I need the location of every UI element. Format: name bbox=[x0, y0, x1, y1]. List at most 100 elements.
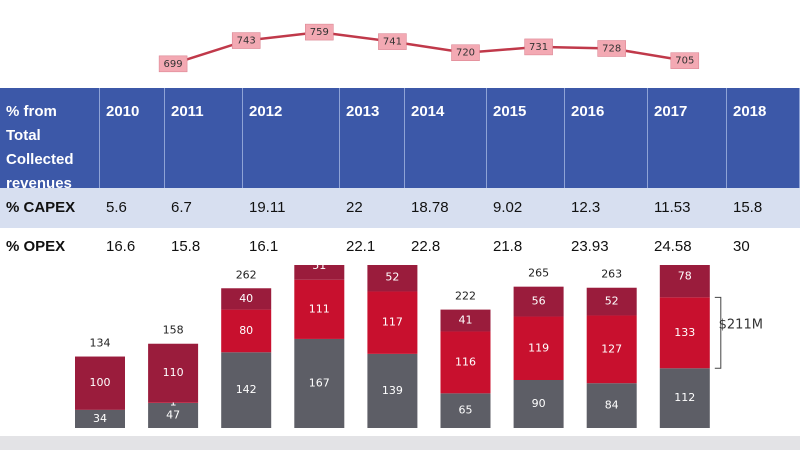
bar-segment bbox=[440, 393, 491, 428]
bar-segment bbox=[659, 297, 710, 369]
bar-label: 133 bbox=[674, 326, 695, 339]
total-label: 158 bbox=[163, 324, 184, 337]
table-cell: 30 bbox=[733, 238, 750, 255]
total-label: 134 bbox=[90, 337, 111, 350]
bar-label: 167 bbox=[309, 376, 330, 389]
table-cell: 21.8 bbox=[493, 238, 523, 255]
point-label-box bbox=[158, 55, 188, 73]
bar-label: 34 bbox=[93, 412, 107, 425]
header-cell: 2014 bbox=[405, 88, 487, 188]
point-label: 720 bbox=[456, 48, 475, 59]
header-cell: 2017 bbox=[648, 88, 727, 188]
bar-label: 65 bbox=[459, 404, 473, 417]
table-cell: 5.6 bbox=[106, 199, 127, 216]
bar-label: 52 bbox=[605, 295, 619, 308]
point-label-box bbox=[524, 38, 553, 56]
row-background bbox=[0, 88, 800, 188]
point-label: 699 bbox=[164, 59, 183, 70]
table-cell: 15.8 bbox=[733, 199, 763, 216]
bar-segment bbox=[294, 338, 345, 428]
point-label-box bbox=[231, 32, 261, 49]
point-label: 759 bbox=[310, 27, 329, 38]
total-label: 265 bbox=[528, 267, 549, 280]
total-label: 263 bbox=[601, 268, 622, 281]
header-cell: 2015 bbox=[487, 88, 565, 188]
bar-label: 117 bbox=[382, 316, 403, 329]
header-cell: 2011 bbox=[165, 88, 243, 188]
point-label-box bbox=[378, 33, 407, 50]
annotation: $211M bbox=[719, 317, 763, 332]
table-cell: 23.93 bbox=[571, 238, 609, 255]
bar-label: 142 bbox=[236, 383, 257, 396]
point-label-box bbox=[305, 23, 334, 41]
table-cell: 9.02 bbox=[493, 199, 523, 216]
bar-segment bbox=[148, 402, 199, 403]
table-cell: 11.53 bbox=[654, 199, 691, 216]
header-cell: 2018 bbox=[727, 88, 800, 188]
bar-segment bbox=[513, 380, 564, 428]
bar-segment bbox=[148, 402, 199, 428]
table-cell: 12.3 bbox=[571, 199, 601, 216]
header-cell: 2016 bbox=[565, 88, 648, 188]
table-cell: 6.7 bbox=[171, 199, 192, 216]
bar-label: 111 bbox=[309, 302, 330, 315]
table-cell: 22 bbox=[346, 199, 363, 216]
bar-segment bbox=[586, 315, 637, 384]
point-label-box bbox=[451, 44, 480, 61]
footer-band bbox=[0, 436, 800, 450]
bar-segment bbox=[586, 383, 637, 428]
row-background bbox=[0, 188, 800, 228]
bar-segment bbox=[367, 263, 418, 292]
bar-segment bbox=[513, 316, 564, 380]
point-label: 705 bbox=[675, 56, 694, 67]
bar-label: 112 bbox=[674, 391, 695, 404]
table-cell: 22.1 bbox=[346, 238, 376, 255]
bar-label: 116 bbox=[455, 355, 476, 368]
point-label: 728 bbox=[602, 44, 621, 55]
bar-label: 119 bbox=[528, 341, 549, 354]
bar-segment bbox=[367, 353, 418, 428]
table-cell: 18.78 bbox=[411, 199, 449, 216]
bar-segment bbox=[513, 286, 564, 317]
table-cell: 22.8 bbox=[411, 238, 441, 255]
bar-label: 52 bbox=[385, 271, 399, 284]
header-cell: 2013 bbox=[340, 88, 405, 188]
point-label-box bbox=[597, 40, 626, 57]
bar-segment bbox=[440, 331, 491, 394]
bar-label: 78 bbox=[678, 270, 692, 283]
total-label: 222 bbox=[455, 290, 476, 303]
bar-label: 127 bbox=[601, 342, 622, 355]
bar-segment bbox=[75, 409, 125, 428]
table-cell: 15.8 bbox=[171, 238, 201, 255]
bar-label: 56 bbox=[532, 295, 546, 308]
bracket bbox=[714, 296, 722, 369]
bar-segment bbox=[440, 309, 491, 332]
bar-label: 139 bbox=[382, 384, 403, 397]
row-label: % CAPEX bbox=[6, 199, 76, 216]
header-cell: 2010 bbox=[100, 88, 165, 188]
bar-label: 40 bbox=[239, 292, 253, 305]
point-label: 741 bbox=[383, 37, 402, 48]
bar-segment bbox=[659, 368, 710, 428]
point-label-box bbox=[670, 52, 700, 69]
bar-segment bbox=[367, 291, 418, 354]
header-cell: 2012 bbox=[243, 88, 340, 188]
point-label: 743 bbox=[237, 36, 256, 47]
bar-segment bbox=[148, 343, 199, 403]
bar-segment bbox=[75, 356, 125, 410]
bar-label: 84 bbox=[605, 399, 619, 412]
total-label: 262 bbox=[236, 268, 257, 281]
bar-segment bbox=[221, 352, 272, 428]
bar-segment bbox=[221, 309, 272, 353]
bar-label: 80 bbox=[239, 324, 253, 337]
row-background bbox=[0, 228, 800, 265]
bar-label: 110 bbox=[163, 366, 184, 379]
header-cell: % from Total Collected revenues bbox=[0, 88, 100, 192]
bar-segment bbox=[294, 279, 345, 339]
point-label: 731 bbox=[529, 42, 548, 53]
bar-label: 100 bbox=[90, 376, 111, 389]
table-cell: 16.6 bbox=[106, 238, 136, 255]
table-cell: 24.58 bbox=[654, 238, 692, 255]
